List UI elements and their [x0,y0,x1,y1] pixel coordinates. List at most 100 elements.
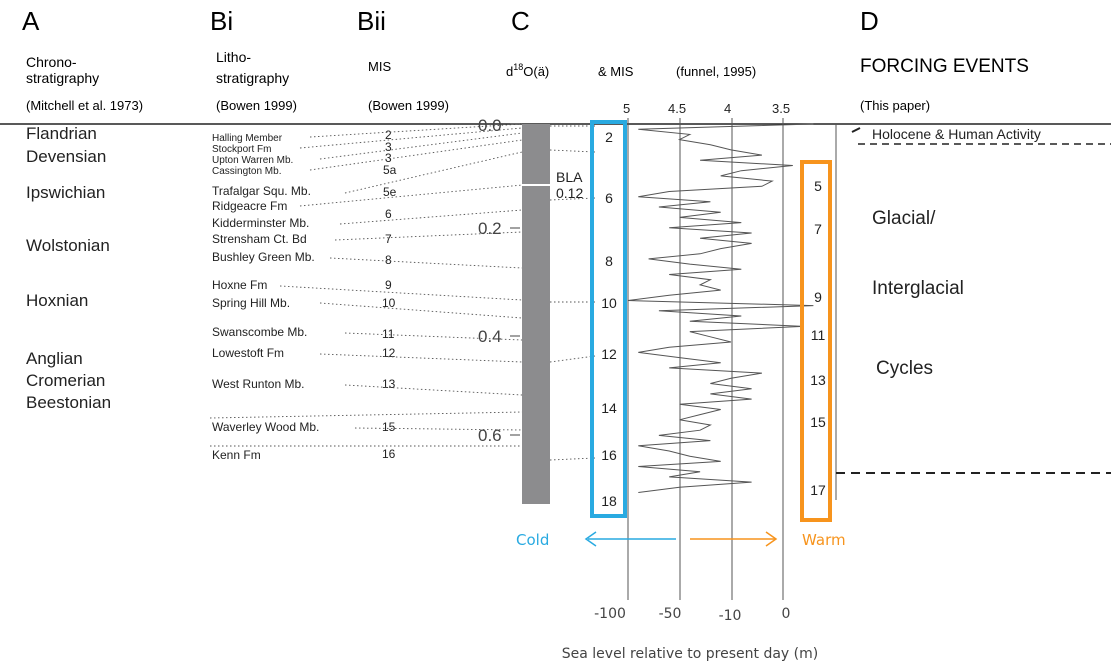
mis-bowen-value: 10 [382,296,396,310]
column-d-source: (This paper) [860,98,930,113]
mis-bowen-value: 6 [385,207,392,221]
mis-bowen-value: 3 [385,140,392,154]
litho-unit: Lowestoft Fm [212,346,284,360]
cold-mis-value: 12 [601,346,617,362]
age-tick-label: 0.0 [478,116,502,135]
column-bi-line2: stratigraphy [216,70,289,86]
mis-bowen-value: 3 [385,151,392,165]
d18o-tick-label: 5 [623,101,630,116]
column-bii-letter: Bii [357,6,386,36]
d18o-tick-label: 4 [724,101,731,116]
warm-mis-value: 5 [814,178,822,194]
cold-mis-labels: 2 6 8 10 12 14 16 18 [601,129,617,509]
d18o-tick-label: 4.5 [668,101,686,116]
warm-mis-value: 13 [810,372,826,388]
sea-level-axis-label: Sea level relative to present day (m) [562,646,818,662]
d18o-curve [627,123,814,493]
cycles-label: Cycles [876,358,933,379]
header-d: D FORCING EVENTS (This paper) [860,6,1029,113]
mis-bowen-value: 16 [382,447,396,461]
column-a-line2: stratigraphy [26,70,99,86]
column-a-letter: A [22,6,40,36]
header-bi: Bi Litho- stratigraphy (Bowen 1999) [210,6,297,113]
forcing-events: Holocene & Human Activity Glacial/ Inter… [836,126,1111,474]
glacial-label: Glacial/ [872,208,936,229]
warm-mis-value: 11 [811,327,826,343]
cold-mis-box [590,120,627,518]
chrono-stages: Flandrian Devensian Ipswichian Wolstonia… [26,124,111,412]
cold-arrow-head [584,531,597,547]
column-c-d18o-label: d18O(ä) [506,62,549,79]
stage-label: Flandrian [26,124,97,143]
column-d-title: FORCING EVENTS [860,56,1029,77]
bla-label: BLA [556,169,583,185]
warm-label: Warm [802,531,846,549]
sea-level-tick: -10 [719,608,742,624]
age-tick-label: 0.6 [478,426,502,445]
sea-level-axis: -100 -50 -10 0 Sea level relative to pre… [562,606,818,662]
mis-bowen-value: 12 [382,346,396,360]
column-bi-letter: Bi [210,6,233,36]
warm-mis-value: 15 [810,414,826,430]
cold-warm-legend: Cold Warm [516,531,846,549]
column-bii-source: (Bowen 1999) [368,98,449,113]
column-c-letter: C [511,6,530,36]
d18o-tick-label: 3.5 [772,101,790,116]
warm-mis-value: 17 [810,482,826,498]
column-bi-source: (Bowen 1999) [216,98,297,113]
litho-unit: Upton Warren Mb. [212,155,293,166]
litho-unit: Spring Hill Mb. [212,296,290,310]
column-c-mis-label: & MIS [598,64,634,79]
litho-unit: Ridgeacre Fm [212,199,287,213]
gridlines [627,118,837,600]
cold-mis-value: 10 [601,295,617,311]
header-c: C d18O(ä) & MIS (funnel, 1995) [506,6,756,79]
litho-unit: Hoxne Fm [212,278,267,292]
mis-bowen-value: 11 [382,327,395,341]
litho-unit: Swanscombe Mb. [212,325,307,339]
mis-bowen-value: 7 [385,232,392,246]
column-bi-line1: Litho- [216,49,251,65]
age-tick-label: 0.4 [478,327,502,346]
mis-bowen-value: 5a [383,163,397,177]
mis-bowen-column: 2 3 3 5a 5e 6 7 8 9 10 11 12 13 15 16 [382,128,397,461]
bla-age: 0.12 [556,185,583,201]
litho-unit: Kidderminster Mb. [212,216,309,230]
sea-level-tick: -100 [594,606,626,622]
warm-mis-value: 9 [814,289,822,305]
cold-mis-value: 14 [601,400,617,416]
mis-bowen-value: 13 [382,377,396,391]
cold-mis-value: 18 [601,493,617,509]
cold-mis-value: 2 [605,129,613,145]
cold-mis-value: 8 [605,253,613,269]
mis-bowen-value: 15 [382,420,396,434]
column-c-source: (funnel, 1995) [676,64,756,79]
litho-unit: Waverley Wood Mb. [212,420,319,434]
stage-label: Cromerian [26,371,105,390]
column-bii-line1: MIS [368,59,391,74]
stage-label: Wolstonian [26,236,110,255]
holocene-label: Holocene & Human Activity [872,126,1041,142]
core-bar [522,124,550,504]
stage-label: Beestonian [26,393,111,412]
warm-mis-value: 7 [814,221,822,237]
litho-unit: Kenn Fm [212,448,261,462]
stage-label: Devensian [26,147,106,166]
cold-mis-value: 6 [605,190,613,206]
litho-unit: West Runton Mb. [212,377,304,391]
cold-label: Cold [516,531,549,549]
litho-unit: Strensham Ct. Bd [212,232,307,246]
litho-unit: Stockport Fm [212,144,271,155]
warm-arrow-head [765,531,778,547]
litho-unit: Trafalgar Squ. Mb. [212,184,311,198]
sea-level-tick: -50 [659,606,682,622]
column-a-source: (Mitchell et al. 1973) [26,98,143,113]
mis-bowen-value: 9 [385,278,392,292]
warm-mis-labels: 5 7 9 11 13 15 17 [810,178,826,498]
age-axis: 0.0 0.2 0.4 0.6 [478,116,520,445]
header-a: A Chrono- stratigraphy (Mitchell et al. … [22,6,143,113]
column-a-line1: Chrono- [26,54,77,70]
correlation-lines [209,123,596,461]
stage-label: Ipswichian [26,183,105,202]
